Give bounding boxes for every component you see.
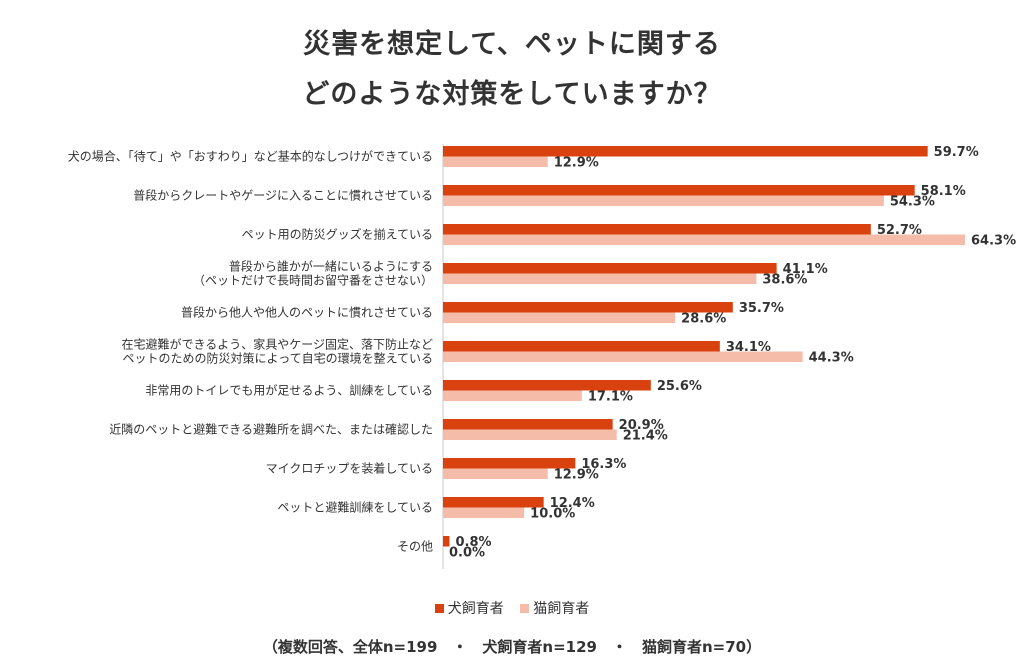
bar-cat [443, 234, 965, 245]
bar-cat [443, 468, 548, 479]
bar-dog [443, 263, 777, 274]
category-label: 普段からクレートやゲージに入ることに慣れさせている [133, 188, 433, 203]
data-label-dog: 25.6% [657, 379, 702, 394]
chart-title-line2: どのような対策をしていますか？ [302, 79, 722, 110]
bar-cat [443, 390, 582, 401]
bar-cat [443, 273, 757, 284]
data-label-cat: 64.3% [971, 234, 1016, 249]
category-label: 普段から他人や他人のペットに慣れさせている [181, 305, 433, 320]
data-label-cat: 12.9% [554, 468, 599, 483]
category-label: 非常用のトイレでも用が足せるよう、訓練をしている [145, 383, 433, 398]
data-label-cat: 21.4% [623, 429, 668, 444]
category-label: （ペットだけで長時間お留守番をさせない） [193, 274, 433, 288]
data-label-cat: 10.0% [530, 507, 575, 522]
category-label: ペットのための防災対策によって自宅の環境を整えている [123, 351, 433, 366]
bar-cat [443, 156, 548, 167]
legend-swatch-cat [520, 603, 530, 613]
data-label-dog: 58.1% [921, 184, 966, 199]
data-label-dog: 35.7% [739, 301, 784, 316]
category-label: その他 [397, 540, 433, 554]
bar-cat [443, 351, 803, 362]
data-label-dog: 34.1% [726, 340, 771, 355]
data-label-cat: 0.0% [449, 546, 485, 561]
category-label: ペット用の防災グッズを揃えている [242, 227, 433, 242]
bar-dog [443, 185, 915, 196]
data-label-cat: 17.1% [588, 390, 633, 405]
bar-cat [443, 312, 676, 323]
legend-label-cat: 猫飼育者 [533, 601, 590, 617]
sample-size-footnote: （複数回答、全体n=199 ・ 犬飼育者n=129 ・ 猫飼育者n=70） [262, 638, 762, 656]
data-label-cat: 12.9% [554, 156, 599, 171]
data-label-dog: 12.4% [550, 496, 595, 511]
category-label: 普段から誰かが一緒にいるようにする [229, 259, 433, 274]
data-label-dog: 52.7% [877, 223, 922, 238]
legend: 犬飼育者 猫飼育者 [0, 598, 1024, 618]
bar-dog [443, 146, 928, 157]
data-label-cat: 38.6% [762, 273, 807, 288]
legend-item-dog: 犬飼育者 [434, 598, 504, 618]
bar-dog [443, 419, 613, 430]
data-label-cat: 28.6% [681, 312, 726, 327]
legend-item-cat: 猫飼育者 [520, 598, 589, 618]
chart-title-line1: 災害を想定して、ペットに関する [303, 29, 721, 60]
bar-dog [443, 458, 576, 469]
bar-dog [443, 380, 651, 391]
bar-dog [443, 497, 544, 508]
data-label-cat: 54.3% [890, 195, 935, 210]
bar-dog [443, 224, 871, 235]
data-label-dog: 41.1% [783, 262, 828, 277]
bar-dog [443, 302, 733, 313]
legend-swatch-dog [434, 603, 444, 613]
bar-cat [443, 507, 525, 518]
category-label: 近隣のペットと避難できる避難所を調べた、または確認した [109, 422, 433, 437]
bar-dog [443, 536, 450, 547]
bar-dog [443, 341, 720, 352]
data-label-dog: 59.7% [934, 145, 979, 160]
bar-cat [443, 195, 884, 206]
data-label-cat: 44.3% [809, 351, 854, 366]
bar-cat [443, 429, 617, 440]
category-label: マイクロチップを装着している [266, 461, 433, 476]
category-label: 犬の場合、「待て」や「おすわり」など基本的なしつけができている [68, 149, 433, 164]
data-label-dog: 0.8% [455, 535, 491, 550]
category-label: ペットと避難訓練をしている [277, 500, 433, 515]
bar-chart: 犬の場合、「待て」や「おすわり」など基本的なしつけができている 59.7% 12.9… [68, 144, 1016, 569]
data-label-dog: 20.9% [619, 418, 664, 433]
legend-label-dog: 犬飼育者 [447, 601, 504, 617]
data-label-dog: 16.3% [581, 457, 626, 472]
category-label: 在宅避難ができるよう、家具やケージ固定、落下防止など [121, 337, 433, 352]
